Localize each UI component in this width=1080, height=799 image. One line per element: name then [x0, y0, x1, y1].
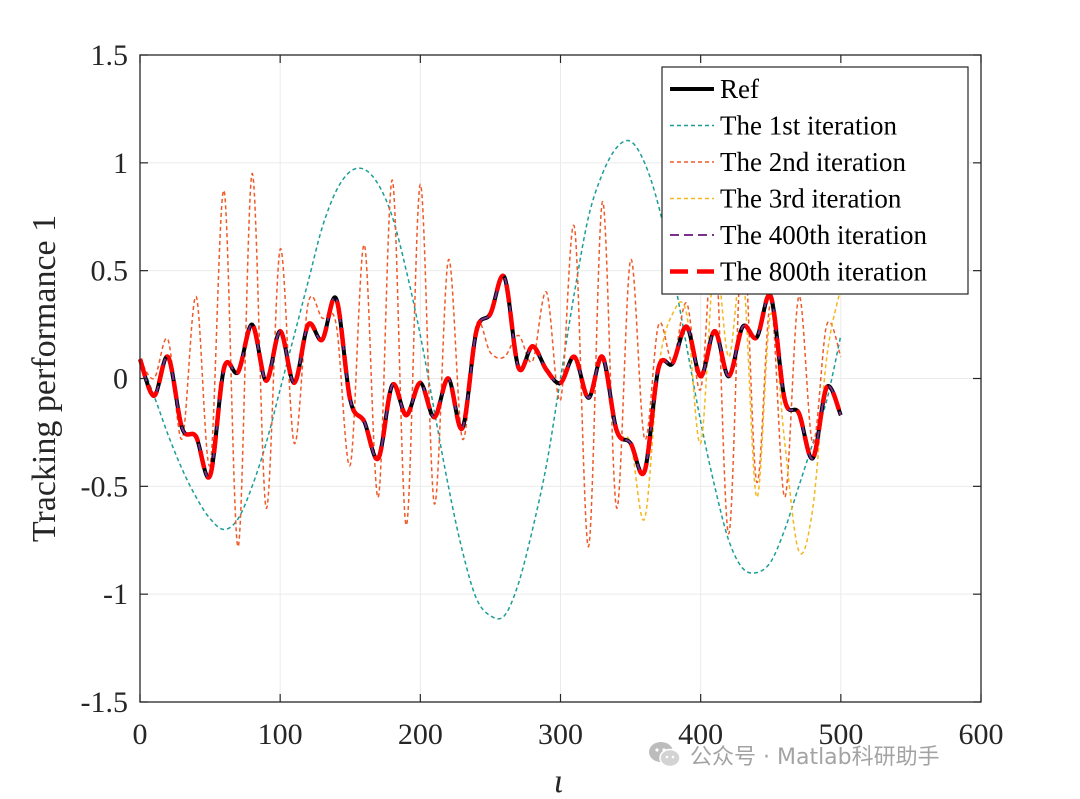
legend-label: The 1st iteration	[720, 111, 897, 141]
legend-label: The 3rd iteration	[720, 184, 902, 214]
legend-label: Ref	[720, 74, 759, 104]
series-line-the-800th-iteration	[137, 273, 843, 480]
x-tick-label: 400	[678, 718, 723, 751]
y-tick-label: 1	[113, 147, 128, 180]
x-tick-label: 200	[398, 718, 443, 751]
plot-series	[137, 139, 843, 620]
watermark: 公众号 · Matlab科研助手	[648, 735, 940, 775]
x-axis-label: ι	[554, 763, 563, 799]
legend-label: The 400th iteration	[720, 220, 927, 250]
y-tick-label: 0	[113, 363, 128, 396]
legend-label: The 2nd iteration	[720, 147, 906, 177]
legend: Ref The 1st iteration The 2nd iteration The…	[661, 66, 969, 295]
legend-box	[661, 66, 969, 295]
x-tick-label: 300	[538, 718, 583, 751]
y-axis-label: Tracking performance 1	[26, 215, 63, 542]
y-tick-label: 1.5	[91, 39, 129, 72]
x-tick-label: 100	[258, 718, 303, 751]
x-tick-label: 500	[818, 718, 863, 751]
x-tick-label: 0	[133, 718, 148, 751]
y-tick-label: -0.5	[81, 470, 129, 503]
watermark-text: 公众号 · Matlab科研助手	[690, 745, 940, 770]
axis-ticks: 0 100 200 300 400 500 600 -1.5 -1 -0.5 0 0.5 1 1.5	[81, 39, 1004, 751]
y-tick-label: -1	[103, 578, 128, 611]
y-tick-label: 0.5	[91, 255, 129, 288]
legend-label: The 800th iteration	[720, 257, 927, 287]
y-tick-label: -1.5	[81, 686, 129, 719]
x-tick-label: 600	[959, 718, 1004, 751]
wechat-icon	[649, 742, 681, 768]
series-line-the-1st-iteration	[139, 139, 842, 620]
